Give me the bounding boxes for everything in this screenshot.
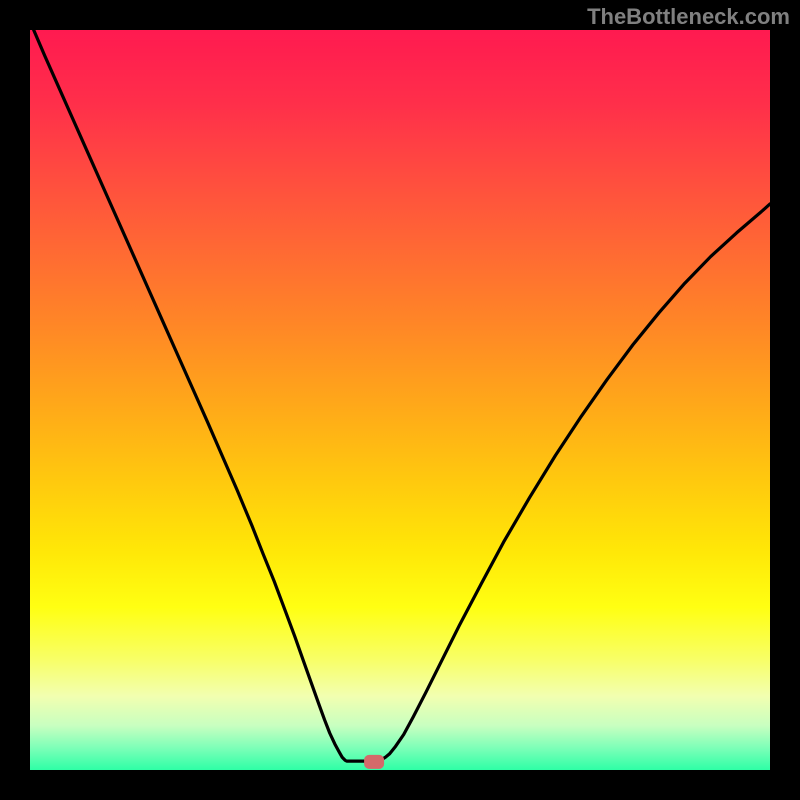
watermark-text: TheBottleneck.com [587, 4, 790, 30]
optimal-point-marker [364, 755, 384, 769]
chart-container: TheBottleneck.com [0, 0, 800, 800]
bottleneck-chart [0, 0, 800, 800]
plot-background [30, 30, 770, 770]
